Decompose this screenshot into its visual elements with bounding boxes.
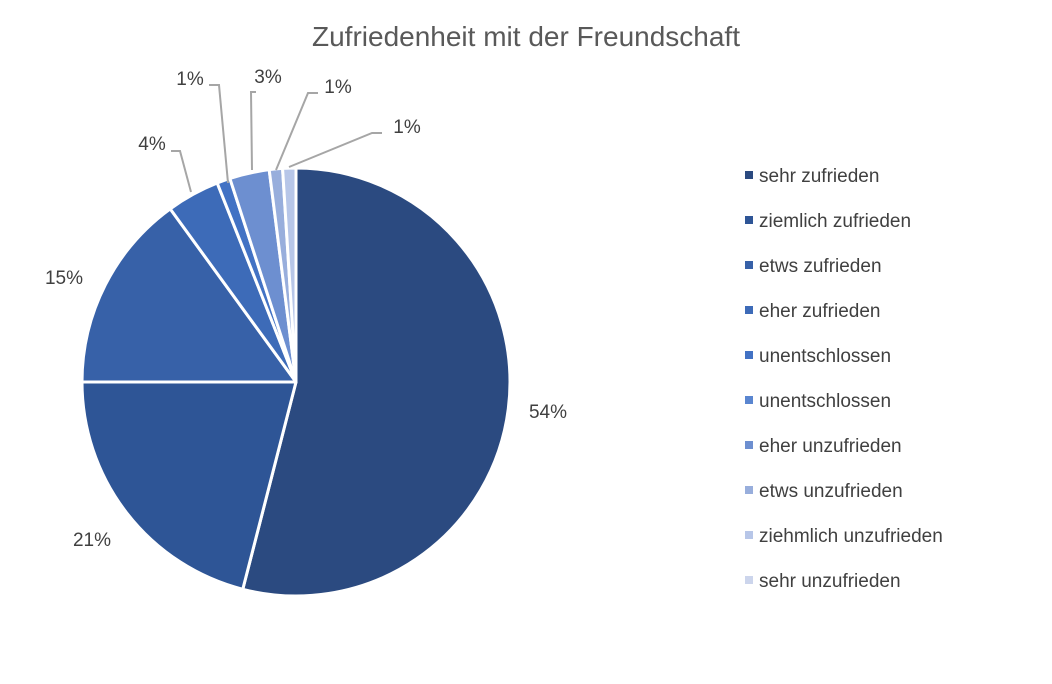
legend-swatch-5 [745,351,753,359]
legend-label-5: unentschlossen [759,346,891,367]
data-label-3: 15% [45,268,83,289]
data-label-5: 1% [176,69,204,90]
legend-label-4: eher zufrieden [759,301,880,322]
pie-slice-1 [241,166,512,598]
chart-title: Zufriedenheit mit der Freundschaft [312,21,740,52]
data-label-7: 3% [254,67,282,88]
legend-label-1: sehr zufrieden [759,166,879,187]
legend-swatch-3 [745,261,753,269]
leader-line-9 [288,132,382,168]
pie-slice-3 [80,207,298,384]
leader-line-4 [171,150,192,193]
data-label-9: 1% [393,117,421,138]
legend-swatch-6 [745,396,753,404]
legend-swatch-10 [745,576,753,584]
legend-label-9: ziehmlich unzufrieden [759,526,943,547]
legend-swatch-7 [745,441,753,449]
legend-label-3: etws zufrieden [759,256,882,277]
data-label-8: 1% [324,77,352,98]
data-labels: 54% 21% 15% 4% 1% 3% 1% 1% [45,67,567,551]
legend: sehr zufrieden ziemlich zufrieden etws zuf… [745,166,943,592]
pie-slice-2 [80,380,298,591]
legend-swatch-2 [745,216,753,224]
legend-label-10: sehr unzufrieden [759,571,901,592]
leader-lines [171,84,382,193]
legend-label-6: unentschlossen [759,391,891,412]
leader-line-8 [275,92,318,171]
leader-line-5 [209,84,229,184]
legend-label-2: ziemlich zufrieden [759,211,911,232]
legend-swatch-4 [745,306,753,314]
data-label-4: 4% [138,134,166,155]
legend-swatch-1 [745,171,753,179]
pie-slice-9 [281,166,298,384]
legend-label-8: etws unzufrieden [759,481,903,502]
legend-swatch-9 [745,531,753,539]
legend-swatch-8 [745,486,753,494]
data-label-2: 21% [73,530,111,551]
data-label-1: 54% [529,402,567,423]
pie-slices [80,166,512,598]
leader-line-7 [249,91,256,171]
legend-label-7: eher unzufrieden [759,436,902,457]
